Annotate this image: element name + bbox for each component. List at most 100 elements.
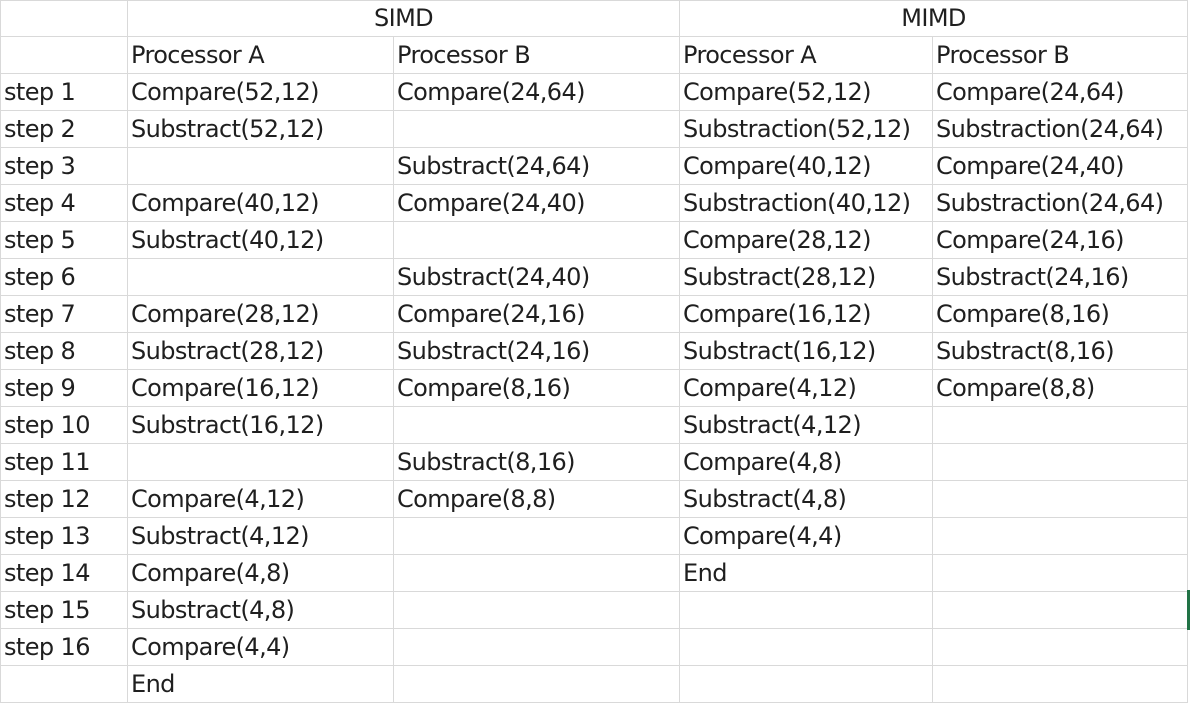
instruction-cell[interactable]: Compare(28,12): [127, 295, 394, 333]
instruction-cell[interactable]: Compare(4,4): [127, 628, 394, 666]
instruction-cell[interactable]: [932, 665, 1189, 703]
instruction-cell[interactable]: Compare(8,8): [392, 480, 681, 518]
instruction-cell[interactable]: [932, 480, 1189, 518]
step-label-cell[interactable]: step 5: [0, 221, 128, 259]
step-label-cell[interactable]: step 16: [0, 628, 128, 666]
instruction-cell[interactable]: [932, 628, 1189, 666]
instruction-cell[interactable]: [932, 554, 1189, 592]
processor-column-header[interactable]: Processor A: [127, 36, 394, 74]
instruction-cell[interactable]: Substract(24,64): [392, 147, 681, 185]
instruction-cell[interactable]: Compare(8,16): [932, 295, 1189, 333]
step-label-cell[interactable]: step 3: [0, 147, 128, 185]
instruction-cell[interactable]: Substract(16,12): [127, 406, 394, 444]
instruction-cell[interactable]: [932, 443, 1189, 481]
cell[interactable]: [0, 0, 128, 37]
step-label-cell[interactable]: step 2: [0, 110, 128, 148]
step-label-cell[interactable]: step 12: [0, 480, 128, 518]
instruction-cell[interactable]: [392, 406, 681, 444]
instruction-cell[interactable]: Compare(40,12): [127, 184, 394, 222]
instruction-cell[interactable]: Compare(28,12): [679, 221, 934, 259]
instruction-cell[interactable]: Substract(40,12): [127, 221, 394, 259]
instruction-cell[interactable]: Compare(40,12): [679, 147, 934, 185]
instruction-cell[interactable]: [127, 258, 394, 296]
instruction-cell[interactable]: Substraction(24,64): [932, 184, 1189, 222]
simd-group-header[interactable]: SIMD: [126, 0, 681, 37]
instruction-cell[interactable]: [127, 147, 394, 185]
instruction-cell[interactable]: Compare(24,64): [932, 73, 1189, 111]
instruction-cell[interactable]: [392, 665, 681, 703]
step-label-cell[interactable]: step 10: [0, 406, 128, 444]
step-label-cell[interactable]: step 6: [0, 258, 128, 296]
instruction-cell[interactable]: Compare(4,8): [127, 554, 394, 592]
step-label-cell[interactable]: step 7: [0, 295, 128, 333]
instruction-cell[interactable]: Substraction(40,12): [679, 184, 934, 222]
table-row: step 15 Substract(4,8): [0, 591, 1189, 629]
instruction-cell[interactable]: Substract(28,12): [127, 332, 394, 370]
instruction-cell[interactable]: Substract(8,16): [392, 443, 681, 481]
instruction-cell[interactable]: Substraction(24,64): [932, 110, 1189, 148]
instruction-cell[interactable]: Compare(24,16): [392, 295, 681, 333]
table-row: End: [0, 665, 1189, 703]
instruction-cell[interactable]: Substract(52,12): [127, 110, 394, 148]
processor-column-header[interactable]: Processor B: [932, 36, 1189, 74]
processor-column-header[interactable]: Processor B: [392, 36, 681, 74]
table-row: step 9 Compare(16,12) Compare(8,16) Compare…: [0, 369, 1189, 407]
mimd-group-header[interactable]: MIMD: [679, 0, 1189, 37]
instruction-cell[interactable]: Substraction(52,12): [679, 110, 934, 148]
instruction-cell[interactable]: Substract(24,16): [392, 332, 681, 370]
instruction-cell[interactable]: Substract(28,12): [679, 258, 934, 296]
table-row: step 13 Substract(4,12) Compare(4,4): [0, 517, 1189, 555]
instruction-cell[interactable]: Substract(8,16): [932, 332, 1189, 370]
instruction-cell[interactable]: Substract(24,40): [392, 258, 681, 296]
step-label-cell[interactable]: step 9: [0, 369, 128, 407]
instruction-cell[interactable]: Compare(4,8): [679, 443, 934, 481]
step-label-cell[interactable]: step 15: [0, 591, 128, 629]
instruction-cell[interactable]: Substract(4,8): [679, 480, 934, 518]
table-row: step 14 Compare(4,8) End: [0, 554, 1189, 592]
instruction-cell[interactable]: Compare(24,40): [392, 184, 681, 222]
column-header-row: Processor A Processor B Processor A Process…: [0, 36, 1189, 74]
instruction-cell[interactable]: Compare(24,16): [932, 221, 1189, 259]
instruction-cell[interactable]: End: [679, 554, 934, 592]
instruction-cell[interactable]: Compare(16,12): [127, 369, 394, 407]
instruction-cell[interactable]: Compare(52,12): [127, 73, 394, 111]
instruction-cell[interactable]: [679, 591, 934, 629]
instruction-cell[interactable]: Substract(4,12): [679, 406, 934, 444]
table-row: step 8 Substract(28,12) Substract(24,16) Su…: [0, 332, 1189, 370]
step-label-cell[interactable]: step 1: [0, 73, 128, 111]
instruction-cell[interactable]: [392, 110, 681, 148]
instruction-cell[interactable]: [932, 591, 1189, 629]
instruction-cell[interactable]: Substract(16,12): [679, 332, 934, 370]
step-label-cell[interactable]: step 14: [0, 554, 128, 592]
instruction-cell[interactable]: Compare(24,64): [392, 73, 681, 111]
instruction-cell[interactable]: Substract(24,16): [932, 258, 1189, 296]
instruction-cell[interactable]: [679, 665, 934, 703]
instruction-cell[interactable]: Substract(4,12): [127, 517, 394, 555]
step-label-cell[interactable]: [0, 665, 128, 703]
instruction-cell[interactable]: Compare(8,8): [932, 369, 1189, 407]
instruction-cell[interactable]: Substract(4,8): [127, 591, 394, 629]
instruction-cell[interactable]: [392, 517, 681, 555]
instruction-cell[interactable]: [127, 443, 394, 481]
cell[interactable]: [0, 36, 128, 74]
step-label-cell[interactable]: step 13: [0, 517, 128, 555]
instruction-cell[interactable]: [932, 517, 1189, 555]
step-label-cell[interactable]: step 8: [0, 332, 128, 370]
processor-column-header[interactable]: Processor A: [679, 36, 934, 74]
step-label-cell[interactable]: step 11: [0, 443, 128, 481]
instruction-cell[interactable]: Compare(24,40): [932, 147, 1189, 185]
instruction-cell[interactable]: [392, 591, 681, 629]
instruction-cell[interactable]: Compare(4,12): [127, 480, 394, 518]
instruction-cell[interactable]: Compare(4,4): [679, 517, 934, 555]
step-label-cell[interactable]: step 4: [0, 184, 128, 222]
instruction-cell[interactable]: [932, 406, 1189, 444]
instruction-cell[interactable]: Compare(16,12): [679, 295, 934, 333]
instruction-cell[interactable]: [679, 628, 934, 666]
instruction-cell[interactable]: [392, 221, 681, 259]
instruction-cell[interactable]: Compare(4,12): [679, 369, 934, 407]
instruction-cell[interactable]: [392, 628, 681, 666]
instruction-cell[interactable]: Compare(52,12): [679, 73, 934, 111]
instruction-cell[interactable]: [392, 554, 681, 592]
instruction-cell[interactable]: Compare(8,16): [392, 369, 681, 407]
instruction-cell[interactable]: End: [127, 665, 394, 703]
